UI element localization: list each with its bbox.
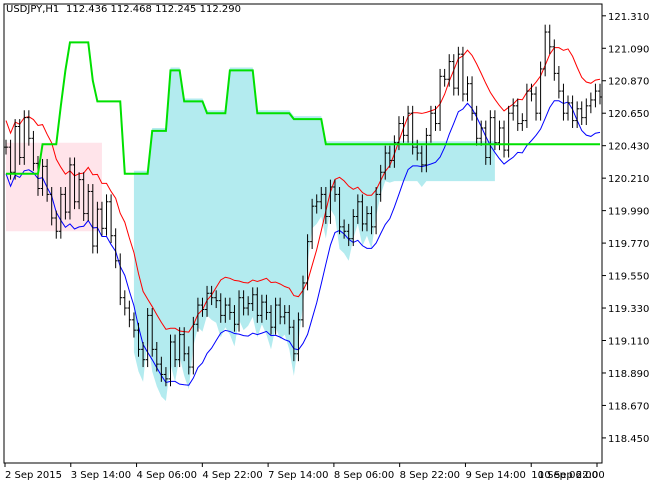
y-tick-label: 120.210	[608, 174, 649, 185]
y-axis: 121.310 121.090 120.870 120.650 120.430 120.2…	[602, 12, 649, 445]
y-tick-label: 119.550	[608, 272, 649, 283]
x-tick-label: 10 Sep 06:00	[531, 470, 598, 481]
y-tick-label: 118.450	[608, 434, 649, 445]
x-tick-label: 2 Sep 2015	[5, 470, 62, 481]
x-tick-label: 4 Sep 22:00	[202, 470, 262, 481]
x-tick-label: 4 Sep 06:00	[137, 470, 197, 481]
cloud-layer	[6, 67, 495, 402]
green-line	[6, 41, 600, 175]
x-axis: 2 Sep 2015 3 Sep 14:00 4 Sep 06:00 4 Sep 22…	[4, 463, 605, 481]
y-tick-label: 120.870	[608, 77, 649, 88]
x-tick-label: 10 Sep 22:00	[538, 470, 605, 481]
plot-frame	[3, 3, 603, 464]
y-tick-label: 118.670	[608, 401, 649, 412]
lower-band-line	[5, 100, 601, 386]
chart-title-symbol: USDJPY,H1	[6, 4, 59, 15]
pink-cloud	[6, 142, 102, 232]
y-tick-label: 120.430	[608, 142, 649, 153]
x-tick-label: 7 Sep 14:00	[268, 470, 328, 481]
cyan-cloud	[133, 67, 495, 402]
x-tick-label: 8 Sep 06:00	[334, 470, 394, 481]
y-tick-label: 121.310	[608, 12, 649, 23]
line-layer	[6, 41, 600, 175]
y-tick-label: 119.110	[608, 337, 649, 348]
bar-layer	[4, 24, 602, 387]
x-tick-label: 8 Sep 22:00	[400, 470, 460, 481]
y-tick-label: 119.770	[608, 239, 649, 250]
x-tick-label: 3 Sep 14:00	[71, 470, 131, 481]
chart-title-ohlc: 112.436 112.468 112.245 112.290	[66, 4, 241, 15]
y-tick-label: 119.330	[608, 304, 649, 315]
y-tick-label: 121.090	[608, 44, 649, 55]
y-tick-label: 119.990	[608, 207, 649, 218]
y-tick-label: 118.890	[608, 369, 649, 380]
y-tick-label: 120.650	[608, 109, 649, 120]
x-tick-label: 9 Sep 14:00	[465, 470, 525, 481]
